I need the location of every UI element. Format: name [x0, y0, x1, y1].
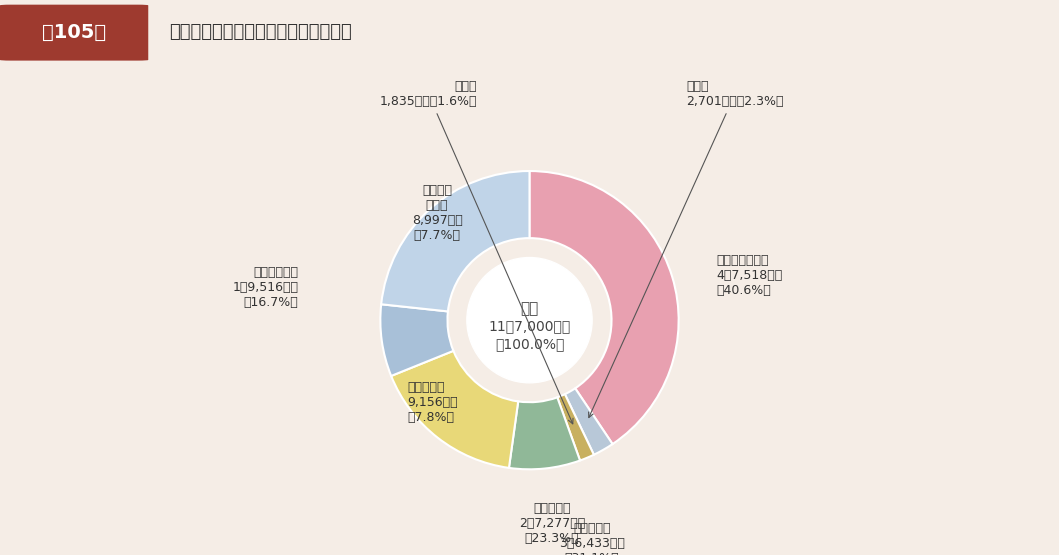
Wedge shape — [557, 394, 594, 461]
Wedge shape — [381, 171, 530, 311]
Text: 後期高齢者医療事業の歳入決算の状況: 後期高齢者医療事業の歳入決算の状況 — [169, 23, 353, 41]
Text: 市町村支出金
1兆9,516億円
（16.7%）: 市町村支出金 1兆9,516億円 （16.7%） — [232, 266, 299, 309]
Text: 11兆7,000億円: 11兆7,000億円 — [488, 319, 571, 333]
Text: 繰入金
1,835億円（1.6%）: 繰入金 1,835億円（1.6%） — [380, 80, 573, 424]
Text: （100.0%）: （100.0%） — [495, 337, 564, 351]
Wedge shape — [380, 304, 453, 376]
Text: 国庫補助金
9,156億円
（7.8%）: 国庫補助金 9,156億円 （7.8%） — [408, 381, 457, 423]
Text: 第105図: 第105図 — [42, 22, 106, 42]
Text: その他
2,701億円（2.3%）: その他 2,701億円（2.3%） — [589, 80, 784, 417]
Text: 支払基金交付金
4兆7,518億円
（40.6%）: 支払基金交付金 4兆7,518億円 （40.6%） — [716, 254, 783, 297]
FancyBboxPatch shape — [0, 4, 148, 60]
Text: 都道府県
支出金
8,997億円
（7.7%）: 都道府県 支出金 8,997億円 （7.7%） — [412, 184, 463, 242]
Wedge shape — [564, 388, 612, 455]
Circle shape — [467, 258, 592, 383]
Wedge shape — [530, 171, 679, 444]
Wedge shape — [391, 351, 518, 468]
Text: 歳入: 歳入 — [520, 301, 539, 316]
Wedge shape — [509, 397, 580, 470]
Text: 国庫支出金
3兆6,433億円
（31.1%）: 国庫支出金 3兆6,433億円 （31.1%） — [559, 522, 625, 555]
Text: 国庫負担金
2兆7,277億円
（23.3%）: 国庫負担金 2兆7,277億円 （23.3%） — [519, 502, 585, 545]
